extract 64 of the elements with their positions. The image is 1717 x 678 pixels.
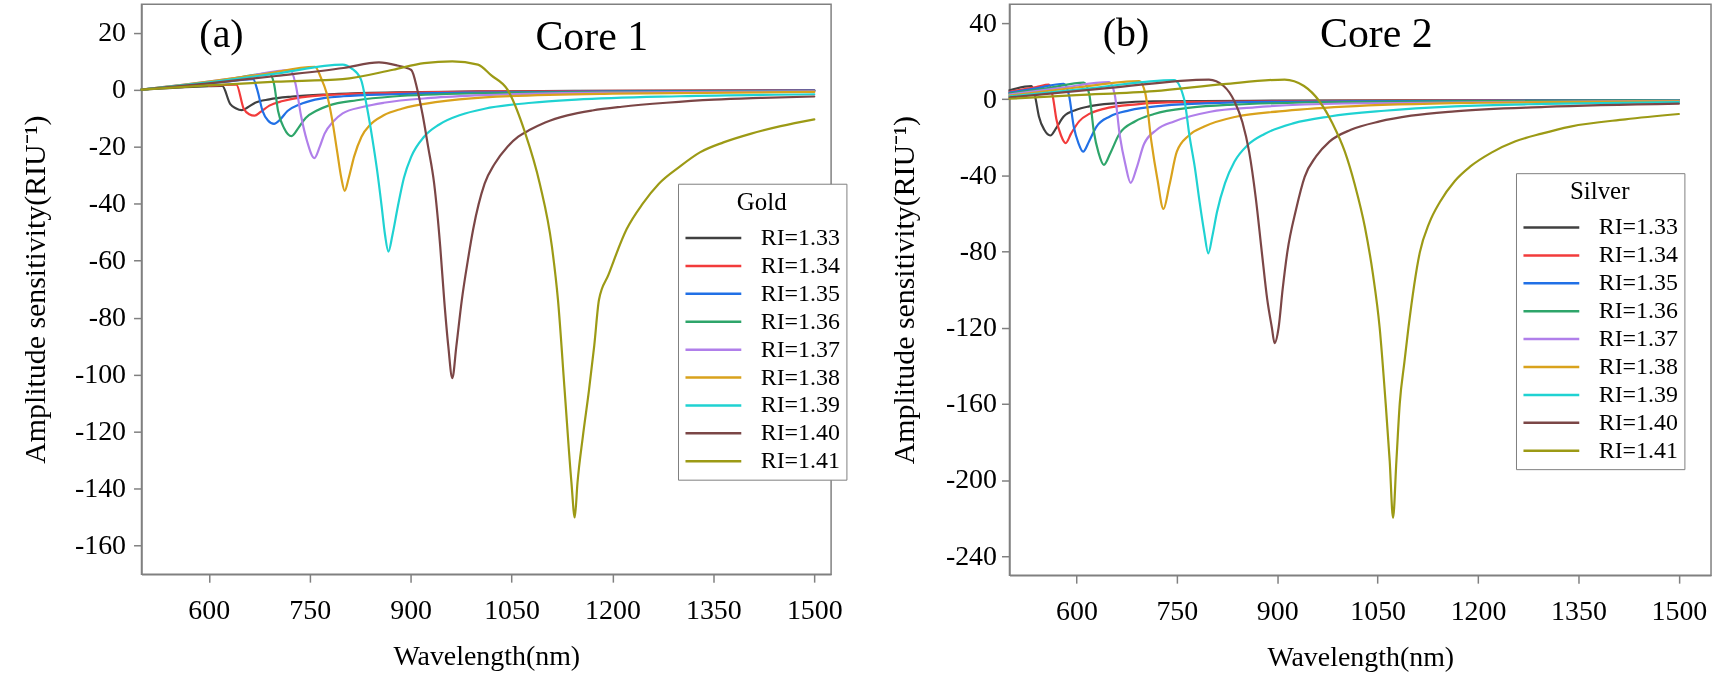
x-tick-label: 1500 [786, 593, 843, 625]
y-tick-label: -80 [959, 235, 998, 267]
x-tick-label: 1350 [685, 593, 742, 625]
y-tick-label: -40 [88, 187, 127, 219]
x-tick-label: 1050 [484, 593, 540, 625]
line-series [1008, 79, 1680, 211]
y-tick-label: -100 [74, 358, 127, 390]
y-tick-label: -240 [945, 539, 998, 571]
y-tick-label: -60 [88, 244, 127, 276]
x-tick-label: 1200 [1450, 594, 1507, 626]
chart-title: Core 2 [1320, 9, 1433, 56]
x-tick-label: 600 [1055, 594, 1098, 626]
legend-label: RI=1.34 [1598, 241, 1678, 268]
y-axis-title: Amplitude sensitivity(RIU⁻¹) [886, 115, 921, 465]
x-tick-label: 1350 [1551, 594, 1607, 626]
x-axis-title: Wavelength(nm) [393, 640, 581, 672]
legend-label: RI=1.33 [1598, 213, 1678, 240]
legend-label: RI=1.41 [1598, 436, 1678, 463]
legend-label: RI=1.33 [760, 224, 840, 251]
legend-label: RI=1.39 [1598, 380, 1678, 407]
y-tick-label: 0 [112, 73, 127, 105]
x-tick-label: 900 [390, 593, 433, 625]
y-tick-label: -120 [74, 415, 127, 447]
y-tick-label: -160 [74, 529, 127, 561]
legend-label: RI=1.35 [1598, 269, 1678, 296]
y-axis-title: Amplitude sensitivity(RIU⁻¹) [18, 115, 53, 464]
legend-label: RI=1.35 [760, 279, 840, 306]
y-tick-label: -40 [959, 158, 998, 190]
legend-label: RI=1.37 [1598, 325, 1678, 352]
legend-label: RI=1.36 [1598, 297, 1678, 324]
line-series [1008, 78, 1680, 345]
legend-label: RI=1.40 [760, 419, 840, 446]
y-tick-label: -140 [74, 472, 127, 504]
y-tick-label: 0 [983, 82, 998, 114]
y-tick-label: -120 [945, 311, 998, 343]
y-tick-label: 20 [98, 16, 127, 48]
x-tick-label: 1500 [1651, 594, 1708, 626]
legend-label: RI=1.36 [760, 307, 840, 334]
line-series [1008, 78, 1680, 519]
y-tick-label: 40 [969, 6, 998, 38]
legend-label: RI=1.39 [760, 391, 840, 418]
y-tick-label: -80 [88, 301, 127, 333]
y-tick-label: -200 [945, 463, 998, 495]
annotation: (a) [199, 10, 244, 56]
x-tick-label: 750 [1156, 594, 1199, 626]
x-axis-title: Wavelength(nm) [1267, 641, 1455, 673]
legend-label: RI=1.37 [760, 335, 840, 362]
chart-title: Core 1 [535, 13, 649, 60]
legend-label: RI=1.38 [1598, 352, 1678, 379]
x-tick-label: 1050 [1350, 594, 1407, 626]
legend-label: RI=1.38 [760, 363, 840, 390]
legend-label: RI=1.34 [760, 251, 840, 278]
legend-label: RI=1.40 [1598, 408, 1678, 435]
legend-label: RI=1.41 [760, 447, 840, 474]
x-tick-label: 900 [1256, 594, 1299, 626]
line-series [1008, 81, 1680, 166]
x-tick-label: 600 [188, 593, 231, 625]
y-tick-label: -20 [88, 130, 127, 162]
legend-title: Gold [736, 187, 788, 215]
legend-title: Silver [1569, 177, 1631, 205]
annotation: (b) [1102, 9, 1150, 55]
x-tick-label: 1200 [585, 593, 641, 625]
y-tick-label: -160 [945, 387, 998, 419]
x-tick-label: 750 [289, 593, 332, 625]
